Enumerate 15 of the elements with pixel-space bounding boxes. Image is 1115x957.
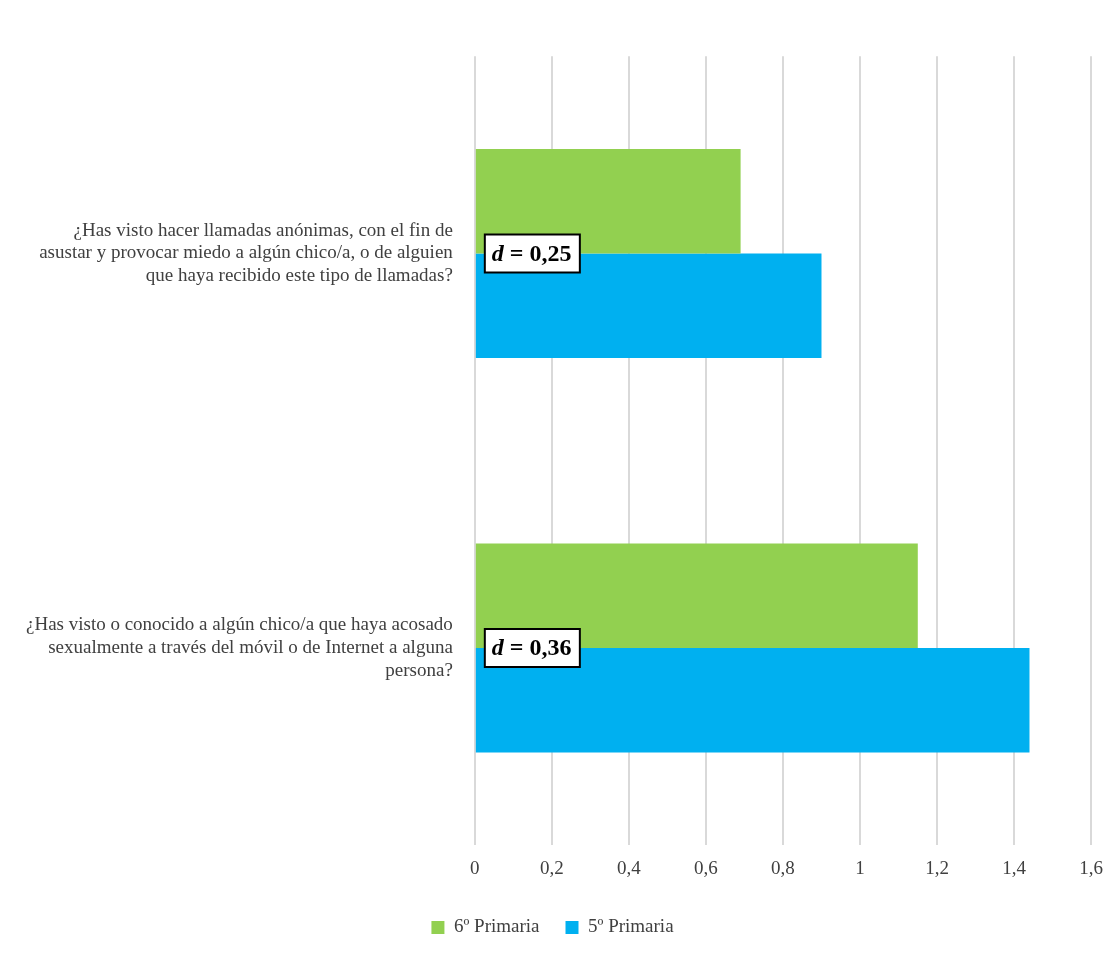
x-tick-label: 1,2: [925, 856, 949, 878]
y-tick-label: ¿Has visto hacer llamadas anónimas, con el fin de asustar y provocar miedo a algún chico/a, o de alguien que haya recibido este tipo de llamadas?: [39, 218, 454, 286]
annotation: d = 0,36: [491, 634, 572, 661]
x-tick-label: 1,4: [1002, 856, 1027, 878]
y-tick-label: ¿Has visto o conocido a algún chico/a que haya acosado sexualmente a través del móvil o de Internet a alguna persona?: [25, 613, 454, 680]
x-tick-label: 0,4: [617, 856, 642, 878]
x-tick-label: 0,2: [539, 856, 564, 878]
legend-label: 5º Primaria: [588, 915, 675, 937]
x-tick-label: 1: [855, 856, 865, 878]
legend-label: 6º Primaria: [453, 915, 541, 937]
x-tick-label: 0: [470, 856, 480, 878]
annotation: d = 0,25: [491, 239, 572, 266]
x-tick-label: 1,6: [1079, 856, 1103, 878]
x-tick-label: 0,8: [771, 856, 795, 878]
x-tick-label: 0,6: [694, 856, 718, 878]
